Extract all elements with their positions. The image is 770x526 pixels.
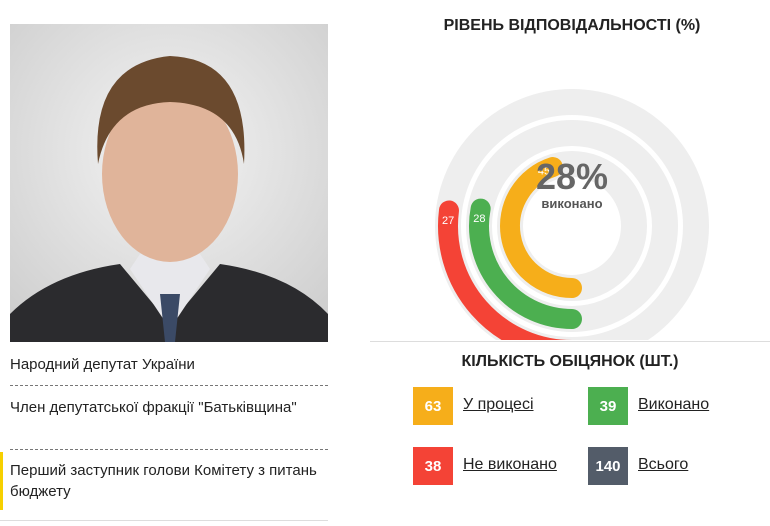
- count-link[interactable]: Не виконано: [463, 456, 557, 473]
- ring-bar: [438, 200, 573, 340]
- separator: [10, 449, 328, 450]
- counts-title: КІЛЬКІСТЬ ОБІЦЯНОК (ШТ.): [461, 353, 679, 370]
- ring-label: 28: [473, 213, 485, 225]
- count-link[interactable]: У процесі: [463, 396, 534, 413]
- photo: [10, 24, 328, 342]
- separator: [370, 341, 770, 342]
- count-value: 38: [413, 447, 453, 485]
- count-value: 140: [588, 447, 628, 485]
- center-caption: виконано: [541, 196, 602, 211]
- role: Народний депутат України: [10, 356, 195, 373]
- separator: [10, 385, 328, 386]
- chart: РІВЕНЬ ВІДПОВІДАЛЬНОСТІ (%) 45 28 27 28%вик…: [435, 17, 709, 340]
- highlight-bar: [0, 452, 3, 510]
- count-link[interactable]: Виконано: [638, 396, 710, 413]
- ring-bar: [500, 157, 582, 298]
- count-value: 39: [588, 387, 628, 425]
- ring-label: 27: [442, 215, 454, 227]
- count-link[interactable]: Всього: [638, 456, 689, 473]
- role: Перший заступник голови Комітету з питан…: [10, 462, 317, 500]
- ring-label: 45: [538, 166, 550, 178]
- separator: [0, 520, 328, 521]
- ring-bar: [469, 198, 582, 329]
- count-value: 63: [413, 387, 453, 425]
- role: Член депутатської фракції "Батьківщина": [10, 399, 297, 416]
- chart-title: РІВЕНЬ ВІДПОВІДАЛЬНОСТІ (%): [444, 17, 701, 34]
- center-value: 28%: [536, 156, 608, 197]
